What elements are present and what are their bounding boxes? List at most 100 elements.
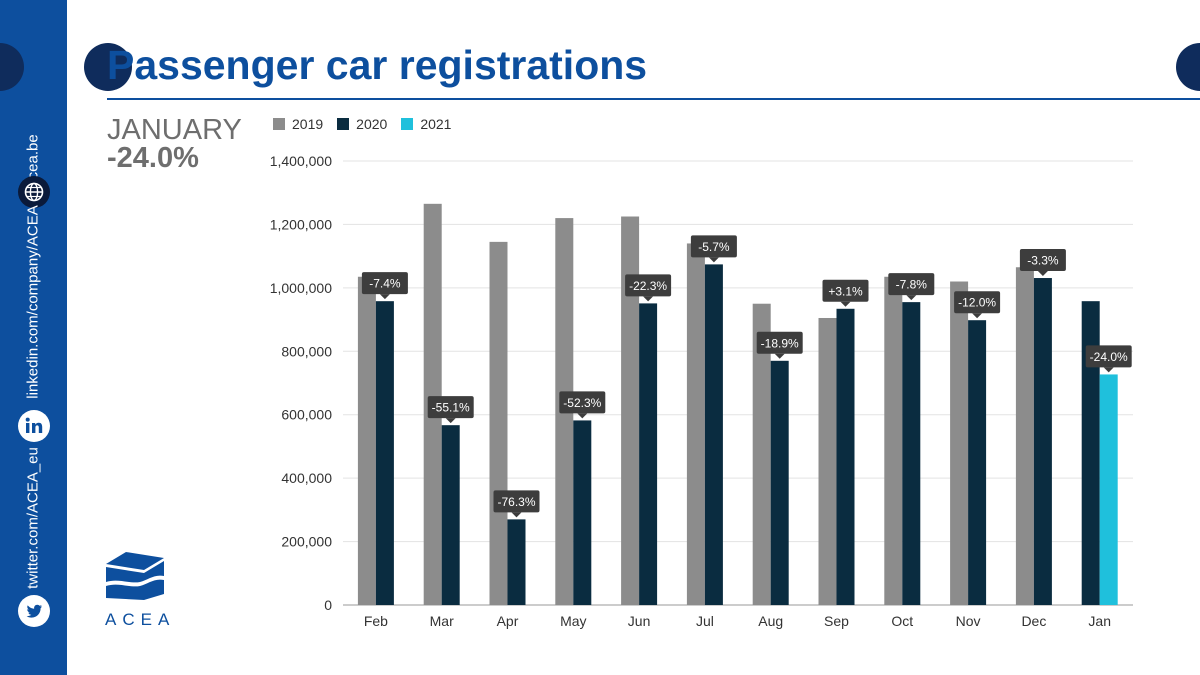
change-callout-pointer [511, 512, 522, 518]
bar-2020 [1081, 301, 1100, 605]
bar-2020 [375, 301, 394, 605]
y-tick-label: 400,000 [281, 470, 332, 486]
change-label: +3.1% [828, 284, 863, 298]
change-callout-pointer [577, 413, 588, 419]
x-tick-label: Apr [497, 613, 519, 629]
bar-2019 [1015, 267, 1034, 605]
y-tick-label: 600,000 [281, 407, 332, 423]
legend-label-2019: 2019 [292, 116, 324, 132]
bar-2020 [704, 264, 723, 605]
bar-2019 [884, 276, 903, 605]
change-label: -52.3% [563, 396, 601, 410]
x-tick-label: Nov [956, 613, 981, 629]
change-label: -12.0% [958, 296, 996, 310]
linkedin-icon[interactable] [18, 410, 50, 442]
bar-2019 [752, 303, 771, 605]
bar-2019 [686, 243, 705, 605]
x-tick-label: Dec [1021, 613, 1046, 629]
change-callout-pointer [906, 295, 917, 301]
bar-2019 [621, 216, 640, 605]
change-callout-box [361, 272, 408, 295]
change-label: -5.7% [698, 240, 730, 254]
legend-label-2021: 2021 [420, 116, 452, 132]
bar-2020 [770, 360, 789, 605]
change-callout-pointer [643, 296, 654, 302]
change-callout-box [822, 279, 869, 302]
y-tick-label: 1,000,000 [270, 280, 332, 296]
legend-item-2020: 2020 [337, 116, 387, 132]
change-callout-box [427, 396, 474, 419]
legend-item-2021: 2021 [401, 116, 451, 132]
bar-2019 [489, 241, 508, 605]
bar-2020 [836, 308, 855, 605]
change-callout-pointer [840, 301, 851, 307]
change-callout-pointer [379, 294, 390, 300]
y-tick-label: 0 [324, 597, 332, 613]
legend-swatch-2019 [273, 118, 285, 130]
y-tick-label: 200,000 [281, 534, 332, 550]
globe-icon[interactable] [18, 176, 50, 208]
change-label: -7.4% [369, 277, 401, 291]
change-callout-box [559, 391, 606, 414]
change-label: -24.0% [1090, 350, 1128, 364]
bar-2019 [818, 317, 837, 605]
bar-2020 [902, 302, 921, 605]
change-callout-pointer [708, 257, 719, 263]
change-callout-pointer [1037, 271, 1048, 277]
change-callout-box [625, 274, 672, 297]
chart-legend: 2019 2020 2021 [273, 116, 451, 132]
x-tick-label: Sep [824, 613, 849, 629]
bar-2020 [968, 320, 987, 605]
sidebar: acea.be linkedin.com/company/ACEA twitte… [0, 0, 67, 675]
x-tick-label: Jun [628, 613, 651, 629]
y-tick-label: 1,400,000 [270, 153, 332, 169]
y-tick-label: 800,000 [281, 343, 332, 359]
legend-swatch-2021 [401, 118, 414, 130]
twitter-icon[interactable] [18, 595, 50, 627]
change-label: -55.1% [432, 401, 470, 415]
bar-2021 [1099, 374, 1118, 605]
change-callout-box [493, 490, 540, 513]
y-tick-label: 1,200,000 [270, 216, 332, 232]
decorative-circle-mid [84, 43, 132, 91]
bar-2020 [639, 303, 658, 605]
title-divider [107, 98, 1200, 100]
legend-item-2019: 2019 [273, 116, 323, 132]
legend-label-2020: 2020 [356, 116, 388, 132]
change-callout-pointer [1103, 367, 1114, 373]
legend-swatch-2020 [337, 118, 350, 130]
x-tick-label: Mar [430, 613, 454, 629]
x-tick-label: Feb [364, 613, 388, 629]
change-callout-pointer [972, 313, 983, 319]
change-callout-box [1085, 345, 1132, 368]
x-tick-label: Oct [891, 613, 913, 629]
change-callout-pointer [445, 418, 456, 424]
change-callout-box [756, 331, 803, 354]
change-callout-box [888, 273, 935, 296]
acea-logo-icon [106, 552, 164, 600]
headline-month: JANUARY [107, 114, 242, 146]
bar-2020 [507, 519, 526, 605]
change-label: -76.3% [497, 495, 535, 509]
change-callout-box [954, 291, 1001, 314]
bar-2019 [950, 281, 969, 605]
x-tick-label: May [560, 613, 586, 629]
bar-2020 [1033, 278, 1052, 605]
page-title: Passenger car registrations [107, 42, 648, 88]
change-label: -3.3% [1027, 254, 1059, 268]
bar-2020 [573, 420, 592, 605]
change-label: -18.9% [761, 336, 799, 350]
bar-2019 [357, 276, 376, 605]
headline-change: -24.0% [107, 142, 199, 174]
bar-2020 [441, 425, 460, 605]
logo-text: ACEA [105, 610, 176, 629]
change-callout-pointer [774, 353, 785, 359]
change-label: -7.8% [896, 278, 928, 292]
x-tick-label: Aug [758, 613, 783, 629]
x-tick-label: Jan [1088, 613, 1111, 629]
change-callout-box [690, 235, 737, 258]
x-tick-label: Jul [696, 613, 714, 629]
change-callout-box [1019, 249, 1066, 272]
change-label: -22.3% [629, 279, 667, 293]
